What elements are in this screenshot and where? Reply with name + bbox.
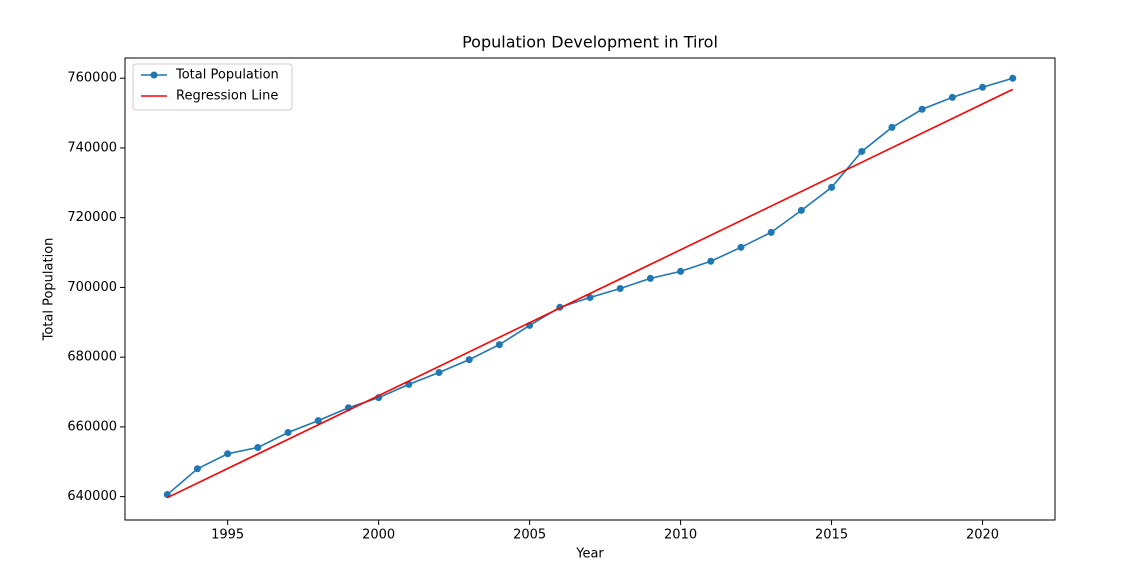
data-point (193, 465, 201, 473)
plot-frame (124, 57, 1056, 521)
legend-label: Total Population (175, 68, 279, 83)
data-point (646, 274, 654, 282)
legend-label: Regression Line (176, 89, 278, 104)
data-point (979, 83, 987, 91)
data-point (465, 356, 473, 364)
y-tick-label: 700000 (67, 280, 117, 295)
y-tick-label: 660000 (67, 419, 117, 434)
y-axis-label: Total Population (42, 238, 57, 342)
data-point (737, 243, 745, 251)
data-point (284, 428, 292, 436)
y-tick-label: 680000 (67, 350, 117, 365)
data-point (224, 450, 232, 458)
y-tick-label: 760000 (67, 71, 117, 86)
x-tick-label: 2005 (513, 528, 546, 543)
data-point (767, 228, 775, 236)
data-point (858, 147, 866, 155)
x-tick-label: 2010 (664, 528, 697, 543)
data-point (254, 443, 262, 451)
legend-box (132, 63, 293, 111)
data-point (948, 93, 956, 101)
x-tick-label: 1995 (211, 528, 244, 543)
data-point (677, 267, 685, 275)
x-tick-label: 2000 (362, 528, 395, 543)
x-tick-label: 2015 (815, 528, 848, 543)
data-point (586, 294, 594, 302)
data-point (828, 183, 836, 191)
chart-title: Population Development in Tirol (462, 33, 718, 52)
data-point (918, 105, 926, 113)
y-tick-label: 740000 (67, 140, 117, 155)
series-line (166, 88, 1014, 499)
y-tick-label: 640000 (67, 489, 117, 504)
legend: Total Population Regression Line (132, 63, 293, 111)
data-point (888, 123, 896, 131)
data-point (435, 369, 443, 377)
y-tick-label: 720000 (67, 210, 117, 225)
x-tick-label: 2020 (966, 528, 999, 543)
data-point (495, 341, 503, 349)
data-point (1009, 74, 1017, 82)
data-point (616, 284, 624, 292)
legend-marker (150, 71, 158, 79)
data-point (707, 257, 715, 265)
x-axis-label: Year (575, 547, 604, 562)
data-point (314, 417, 322, 425)
data-point (797, 206, 805, 214)
